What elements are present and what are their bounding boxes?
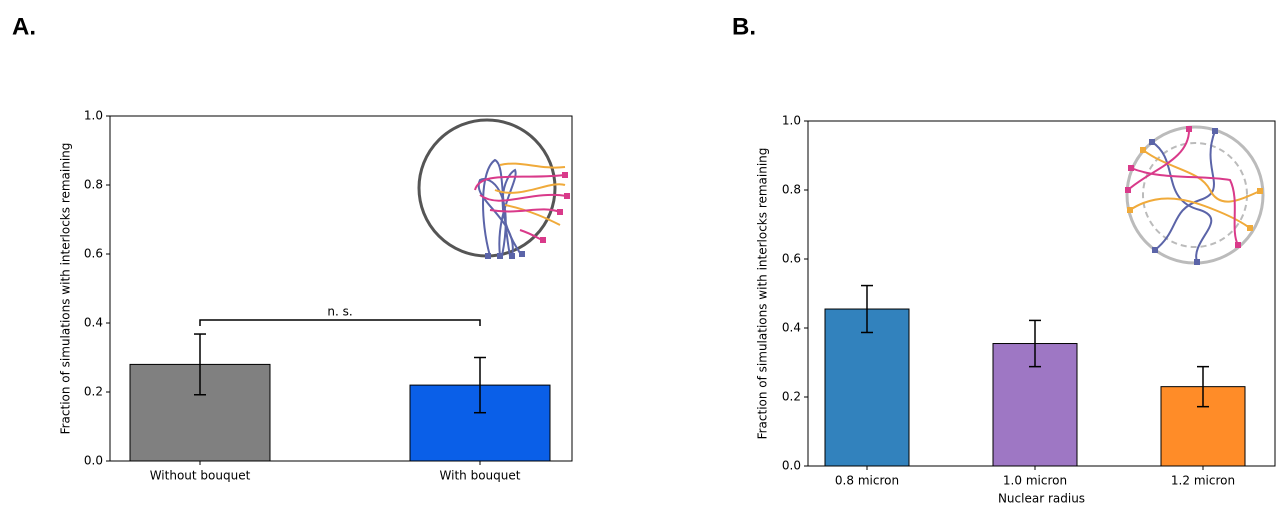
inset-illustration — [417, 118, 570, 259]
y-axis-label: Fraction of simulations with interlocks … — [59, 143, 73, 435]
y-tick-label: 0.6 — [782, 252, 801, 266]
panel-label: A. — [12, 13, 36, 40]
error-bar — [1197, 365, 1209, 408]
significance-bracket — [199, 319, 481, 327]
error-bar — [1029, 319, 1041, 368]
y-tick-label: 0.6 — [84, 247, 103, 261]
plot-frame — [807, 120, 1276, 467]
y-tick-label: 0.8 — [84, 178, 103, 192]
y-tick-label: 0.0 — [782, 459, 801, 473]
y-tick-label: 1.0 — [84, 109, 103, 123]
x-tick-label: With bouquet — [440, 469, 521, 483]
y-tick-label: 0.2 — [84, 385, 103, 399]
y-tick-label: 0.0 — [84, 454, 103, 468]
y-tick-label: 0.2 — [782, 390, 801, 404]
annotation: n. s. — [327, 305, 352, 319]
x-tick-label: Without bouquet — [150, 469, 251, 483]
y-tick-label: 0.4 — [84, 316, 103, 330]
inset-illustration — [1125, 125, 1265, 265]
y-axis-label: Fraction of simulations with interlocks … — [756, 148, 770, 440]
error-bar — [474, 356, 486, 414]
plot-frame — [109, 115, 573, 462]
error-bar — [194, 333, 206, 396]
error-bar — [861, 284, 873, 334]
x-tick-label: 0.8 micron — [835, 474, 899, 488]
y-tick-label: 0.4 — [782, 321, 801, 335]
x-axis-label: Nuclear radius — [998, 492, 1085, 506]
y-tick-label: 1.0 — [782, 114, 801, 128]
x-tick-label: 1.0 micron — [1003, 474, 1067, 488]
bar — [824, 308, 910, 467]
y-tick-label: 0.8 — [782, 183, 801, 197]
panel-label: B. — [732, 13, 756, 40]
x-tick-label: 1.2 micron — [1171, 474, 1235, 488]
